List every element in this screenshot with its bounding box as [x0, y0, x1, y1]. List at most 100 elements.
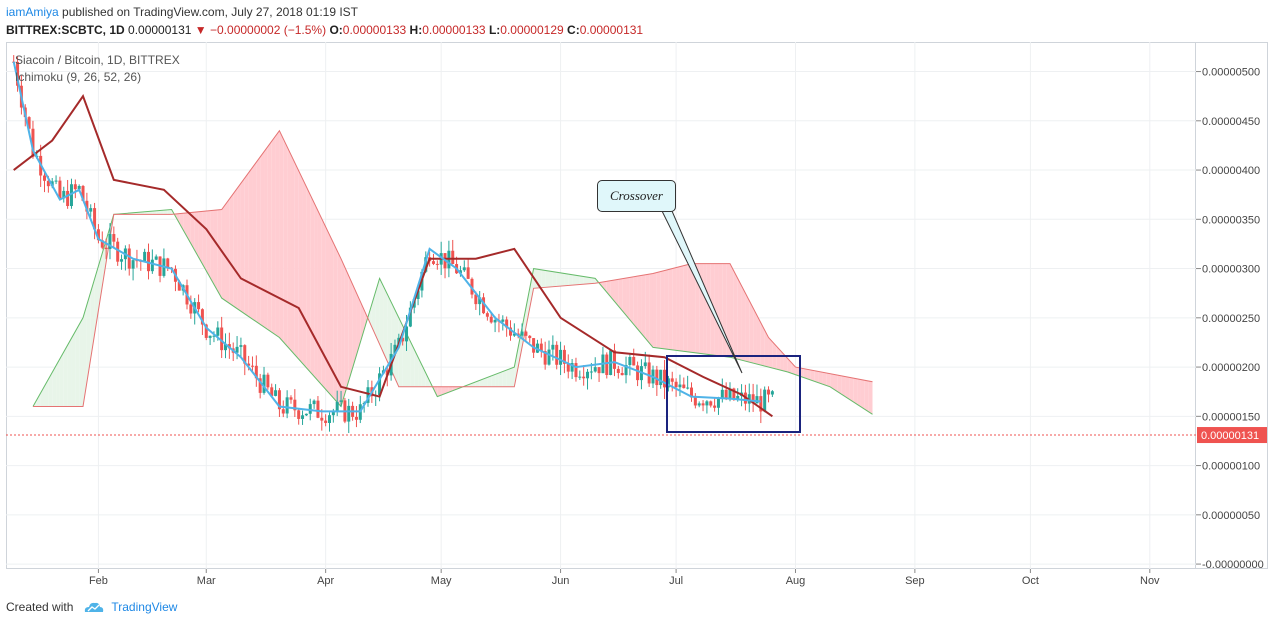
candle-body	[258, 378, 262, 393]
candle-body	[424, 257, 428, 272]
ichimoku-cloud-segment	[753, 307, 757, 365]
ichimoku-cloud-segment	[591, 277, 596, 284]
candle-body	[166, 258, 170, 268]
ichimoku-cloud-segment	[745, 293, 750, 363]
candle-body	[682, 384, 686, 389]
ichimoku-cloud-segment	[217, 209, 222, 299]
y-tick-label: 0.00000200	[1202, 362, 1260, 374]
candle-body	[31, 128, 35, 157]
x-tick-label: May	[431, 575, 452, 587]
ichimoku-cloud-segment	[352, 284, 357, 369]
x-tick-label: Aug	[786, 575, 806, 587]
x-tick-label: Jun	[552, 575, 570, 587]
candle-body	[177, 281, 181, 291]
candle-body	[96, 229, 100, 241]
candle-body	[324, 420, 328, 423]
ichimoku-cloud-segment	[649, 273, 653, 348]
ichimoku-cloud-segment	[63, 345, 68, 407]
candle-body	[250, 365, 254, 367]
price-scale[interactable]	[1196, 42, 1268, 569]
low-label: L:	[488, 23, 501, 37]
last-price: 0.00000131	[128, 23, 192, 37]
candle-body	[143, 251, 147, 262]
candle-body	[528, 335, 532, 339]
ichimoku-cloud-segment	[656, 271, 661, 349]
candle-body	[216, 327, 220, 336]
footer: Created with TradingView	[6, 600, 177, 614]
down-arrow-icon: ▼	[194, 23, 207, 37]
candle-body	[66, 190, 70, 207]
ichimoku-cloud-segment	[86, 291, 91, 383]
candle-body	[532, 338, 536, 353]
ichimoku-cloud-segment	[283, 138, 288, 347]
ichimoku-cloud-segment	[233, 188, 238, 309]
ichimoku-cloud-segment	[213, 209, 218, 292]
candle-body	[54, 180, 58, 182]
candle-body	[312, 400, 316, 405]
candle-body	[208, 335, 212, 338]
ichimoku-cloud-segment	[441, 386, 446, 396]
candle-body	[301, 415, 305, 419]
symbol-title: Siacoin / Bitcoin, 1D, BITTREX	[15, 53, 180, 67]
candle-body	[274, 390, 278, 396]
ichimoku-cloud-segment	[641, 274, 646, 339]
candle-body	[197, 302, 201, 310]
x-tick-label: Mar	[197, 575, 216, 587]
ichimoku-cloud-segment	[622, 278, 627, 316]
ichimoku-cloud-segment	[545, 270, 550, 288]
candle-body	[320, 417, 324, 421]
y-tick-label: 0.00000350	[1202, 214, 1260, 226]
x-tick-label: Jul	[669, 575, 683, 587]
ichimoku-cloud-segment	[59, 351, 64, 407]
ichimoku-cloud-segment	[344, 267, 349, 394]
candle-body	[405, 326, 409, 342]
ichimoku-cloud-segment	[575, 275, 580, 285]
candle-body	[297, 410, 301, 419]
candle-body	[690, 387, 694, 398]
candle-body	[478, 297, 482, 305]
ichimoku-cloud-segment	[749, 300, 754, 364]
candle-body	[659, 369, 663, 386]
candle-body	[551, 344, 555, 350]
ichimoku-cloud-segment	[437, 386, 442, 397]
candle-body	[570, 363, 574, 372]
candle-body	[493, 319, 497, 323]
candle-body	[616, 368, 620, 373]
indicator-label[interactable]: Ichimoku (9, 26, 52, 26)	[15, 70, 142, 84]
ichimoku-cloud-segment	[248, 167, 253, 320]
author-link[interactable]: iamAmiya	[6, 5, 59, 19]
ichimoku-cloud-segment	[502, 370, 507, 387]
ichimoku-cloud-segment	[791, 362, 796, 375]
ichimoku-cloud-segment	[421, 365, 426, 387]
candle-body	[620, 372, 624, 376]
ichimoku-cloud-segment	[756, 315, 761, 366]
candle-body	[451, 250, 455, 265]
candle-body	[586, 371, 590, 379]
ichimoku-cloud-segment	[552, 271, 557, 287]
candle-body	[224, 344, 228, 351]
ichimoku-cloud-segment	[572, 274, 576, 286]
candle-body	[709, 401, 713, 406]
ichimoku-cloud-segment	[564, 273, 569, 286]
candle-body	[767, 389, 771, 395]
ichimoku-cloud-segment	[36, 392, 41, 407]
ichimoku-cloud-segment	[714, 263, 719, 356]
ichimoku-cloud-segment	[679, 265, 684, 352]
ichimoku-cloud-segment	[568, 274, 573, 286]
candle-body	[489, 316, 493, 323]
ichimoku-cloud-segment	[375, 278, 380, 345]
ichimoku-cloud-segment	[279, 130, 284, 342]
chart-frame[interactable]	[6, 42, 1196, 569]
candle-body	[435, 263, 439, 265]
ichimoku-cloud-segment	[618, 278, 623, 311]
tradingview-brand-link[interactable]: TradingView	[111, 600, 178, 614]
candle-body	[62, 190, 66, 199]
ichimoku-cloud-segment	[294, 162, 299, 360]
candle-body	[539, 343, 543, 352]
ichimoku-cloud-segment	[610, 280, 615, 302]
ichimoku-cloud-segment	[237, 183, 241, 312]
ichimoku-cloud-segment	[410, 341, 415, 387]
ichimoku-cloud-segment	[156, 210, 161, 215]
candle-body	[89, 208, 93, 212]
